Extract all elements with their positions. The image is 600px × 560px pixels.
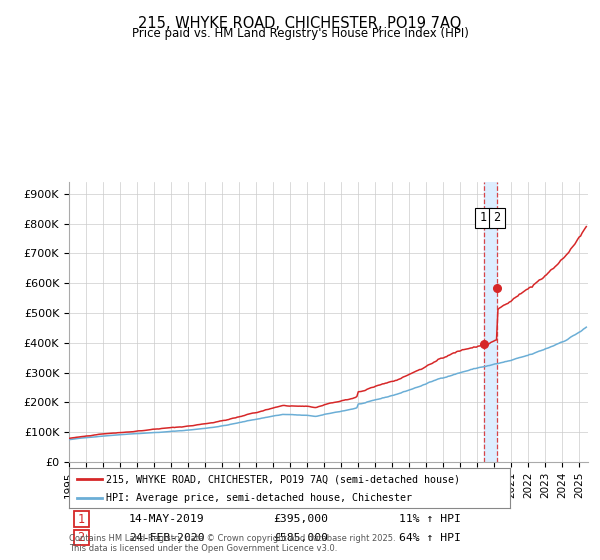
Text: 2: 2 bbox=[493, 211, 500, 224]
Text: 24-FEB-2020: 24-FEB-2020 bbox=[129, 533, 205, 543]
Text: £585,000: £585,000 bbox=[273, 533, 328, 543]
Text: 215, WHYKE ROAD, CHICHESTER, PO19 7AQ: 215, WHYKE ROAD, CHICHESTER, PO19 7AQ bbox=[139, 16, 461, 31]
Text: £395,000: £395,000 bbox=[273, 514, 328, 524]
Text: 2: 2 bbox=[77, 531, 85, 544]
Text: Contains HM Land Registry data © Crown copyright and database right 2025.
This d: Contains HM Land Registry data © Crown c… bbox=[69, 534, 395, 553]
Text: 11% ↑ HPI: 11% ↑ HPI bbox=[399, 514, 461, 524]
Bar bbox=[484, 182, 497, 462]
Text: Price paid vs. HM Land Registry's House Price Index (HPI): Price paid vs. HM Land Registry's House … bbox=[131, 27, 469, 40]
Text: 215, WHYKE ROAD, CHICHESTER, PO19 7AQ (semi-detached house): 215, WHYKE ROAD, CHICHESTER, PO19 7AQ (s… bbox=[106, 474, 460, 484]
Text: HPI: Average price, semi-detached house, Chichester: HPI: Average price, semi-detached house,… bbox=[106, 493, 412, 503]
Text: 64% ↑ HPI: 64% ↑ HPI bbox=[399, 533, 461, 543]
Text: 14-MAY-2019: 14-MAY-2019 bbox=[129, 514, 205, 524]
Text: 1: 1 bbox=[77, 512, 85, 526]
Text: 1: 1 bbox=[480, 211, 487, 224]
